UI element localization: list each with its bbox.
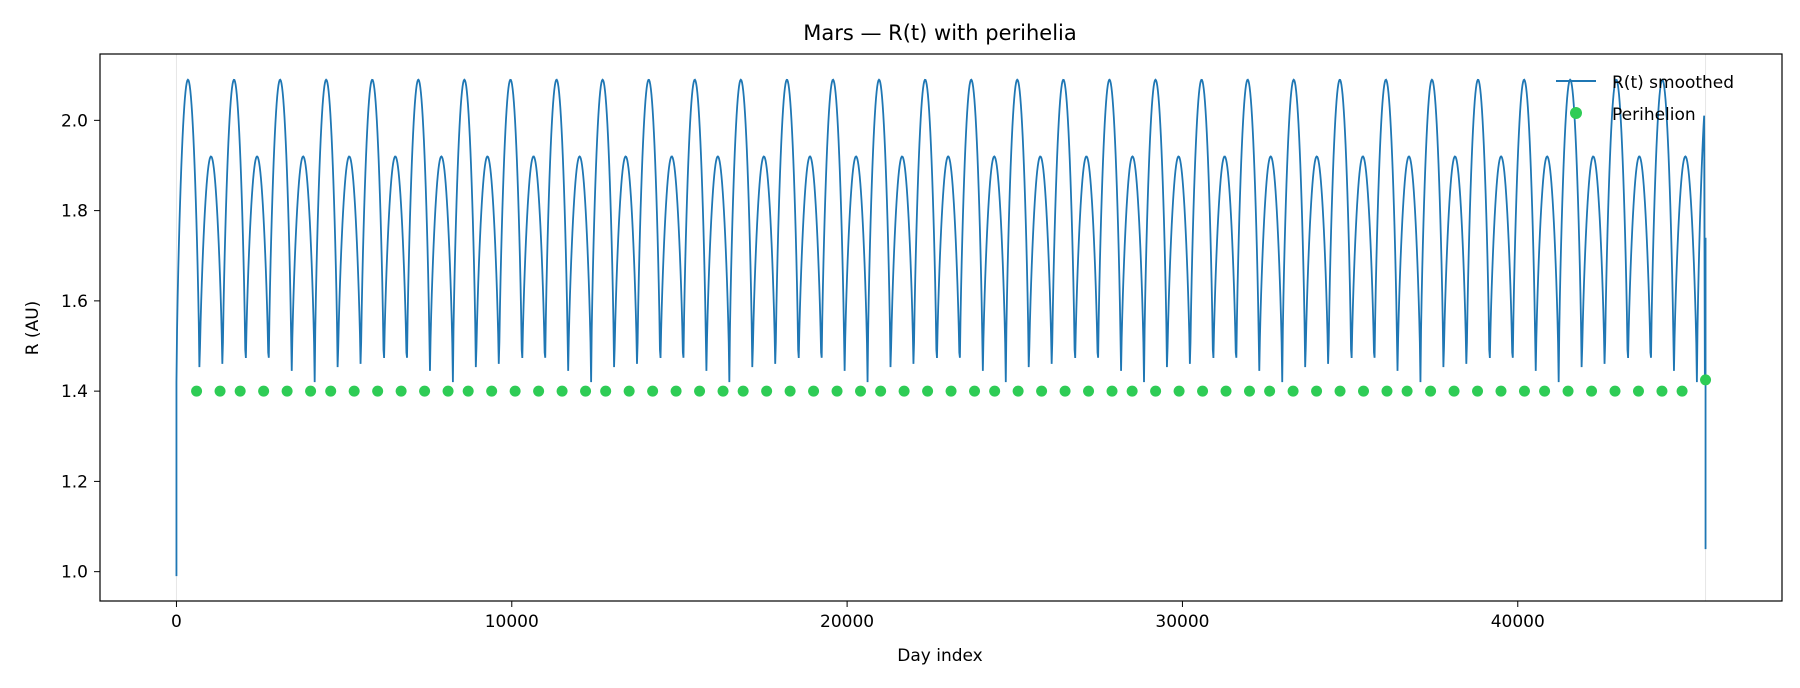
perihelion-point	[784, 385, 796, 397]
y-tick-label: 2.0	[61, 111, 88, 131]
perihelion-point	[1197, 385, 1209, 397]
perihelion-point	[717, 385, 729, 397]
perihelion-point	[1562, 385, 1574, 397]
perihelion-point	[1012, 385, 1024, 397]
y-tick-label: 1.8	[61, 202, 88, 222]
perihelion-point	[737, 385, 749, 397]
perihelion-point	[1609, 385, 1621, 397]
perihelion-point	[1586, 385, 1598, 397]
perihelion-point	[1518, 385, 1530, 397]
perihelion-point	[1106, 385, 1118, 397]
perihelion-point	[325, 385, 337, 397]
perihelion-point	[462, 385, 474, 397]
perihelion-point	[395, 385, 407, 397]
legend-dot-swatch	[1570, 107, 1582, 119]
x-axis-label: Day index	[897, 646, 982, 666]
perihelion-point	[234, 385, 246, 397]
perihelion-point	[1311, 385, 1323, 397]
y-tick-label: 1.0	[61, 563, 88, 583]
perihelion-point	[1036, 385, 1048, 397]
perihelion-point	[1632, 385, 1644, 397]
perihelion-point	[623, 385, 635, 397]
perihelion-point	[898, 385, 910, 397]
perihelion-point	[1425, 385, 1437, 397]
perihelion-point	[600, 385, 612, 397]
perihelion-point	[989, 385, 1001, 397]
perihelion-point	[1173, 385, 1185, 397]
perihelion-point	[969, 385, 981, 397]
perihelion-point	[1334, 385, 1346, 397]
perihelion-point	[1401, 385, 1413, 397]
perihelion-point	[1472, 385, 1484, 397]
perihelion-point	[1656, 385, 1668, 397]
x-tick-label: 20000	[820, 612, 874, 632]
perihelion-point	[855, 385, 867, 397]
perihelion-point	[419, 385, 431, 397]
x-tick-label: 0	[171, 612, 182, 632]
perihelion-point	[875, 385, 887, 397]
perihelion-point	[1381, 385, 1393, 397]
perihelion-point	[1264, 385, 1276, 397]
perihelion-point	[647, 385, 659, 397]
chart-title: Mars — R(t) with perihelia	[803, 21, 1077, 45]
y-tick-label: 1.4	[61, 382, 88, 402]
perihelion-point	[486, 385, 498, 397]
perihelion-point	[1700, 374, 1712, 386]
perihelion-point	[1287, 385, 1299, 397]
perihelion-point	[1220, 385, 1232, 397]
perihelion-point	[1083, 385, 1095, 397]
perihelion-point	[670, 385, 682, 397]
x-tick-label: 40000	[1491, 612, 1545, 632]
perihelion-point	[258, 385, 270, 397]
perihelion-point	[1126, 385, 1138, 397]
perihelion-point	[372, 385, 384, 397]
perihelion-point	[1448, 385, 1460, 397]
perihelion-point	[694, 385, 706, 397]
perihelion-point	[1059, 385, 1071, 397]
perihelion-point	[1539, 385, 1551, 397]
legend-label-perihelion: Perihelion	[1612, 105, 1696, 125]
legend-label-rt-smoothed: R(t) smoothed	[1612, 73, 1734, 93]
axes: 0 10000 20000 30000 40000 1.0 1.2 1.4 1.6 1.8 2.0	[61, 53, 1783, 632]
perihelion-point	[281, 385, 293, 397]
x-tick-label: 30000	[1155, 612, 1209, 632]
perihelion-point	[1676, 385, 1688, 397]
perihelion-point	[922, 385, 934, 397]
y-tick-label: 1.2	[61, 472, 88, 492]
perihelion-point	[580, 385, 592, 397]
perihelion-point	[305, 385, 317, 397]
perihelion-point	[348, 385, 360, 397]
perihelion-point	[808, 385, 820, 397]
y-tick-label: 1.6	[61, 292, 88, 312]
plot-area	[175, 54, 1712, 601]
perihelion-point	[761, 385, 773, 397]
legend: R(t) smoothed Perihelion	[1556, 73, 1734, 125]
perihelion-point	[1358, 385, 1370, 397]
perihelion-point	[1495, 385, 1507, 397]
perihelion-point	[191, 385, 203, 397]
perihelion-point	[533, 385, 545, 397]
perihelion-point	[831, 385, 843, 397]
perihelion-point	[945, 385, 957, 397]
perihelion-point	[214, 385, 226, 397]
perihelion-point	[1150, 385, 1162, 397]
perihelion-point	[509, 385, 521, 397]
axes-frame	[99, 53, 1783, 602]
y-axis-label: R (AU)	[23, 301, 43, 356]
perihelion-point	[556, 385, 568, 397]
perihelion-point	[1244, 385, 1256, 397]
perihelion-point	[442, 385, 454, 397]
x-tick-label: 10000	[485, 612, 539, 632]
series-line-rt-smoothed	[175, 78, 1707, 577]
